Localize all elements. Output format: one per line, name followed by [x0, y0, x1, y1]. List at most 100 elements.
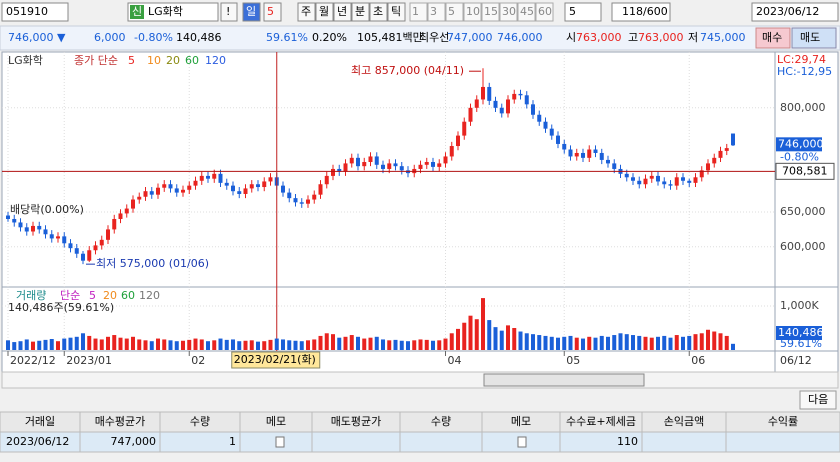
table-header: 손익금액 — [664, 415, 704, 428]
period: 5 — [267, 5, 274, 18]
volume-bar — [506, 325, 510, 350]
candle-body — [168, 184, 173, 189]
period-button[interactable] — [297, 2, 316, 22]
volume-bar — [243, 340, 248, 350]
volume-bar — [543, 335, 548, 350]
volume-bar — [18, 341, 23, 350]
volume-bar — [306, 340, 310, 350]
alert-button[interactable] — [220, 2, 238, 22]
volume-bar — [568, 335, 573, 350]
candle-body — [131, 199, 135, 209]
volume-bar — [274, 338, 279, 350]
table-cell: 747,000 — [111, 435, 157, 448]
volume-bar — [368, 337, 373, 350]
minute: 45 — [520, 5, 534, 18]
next-button[interactable] — [799, 390, 837, 410]
minute-button[interactable] — [463, 2, 482, 22]
y-tick-label: 800,000 — [780, 101, 826, 114]
minute-button[interactable] — [517, 2, 536, 22]
stock-name: LG화학 — [148, 5, 183, 18]
volume-last: 140,486 — [778, 326, 824, 339]
candle-body — [437, 163, 442, 167]
minute-button[interactable] — [409, 2, 428, 22]
candle-body — [112, 218, 117, 230]
volume-bar — [456, 328, 460, 350]
scroll-bar[interactable] — [1, 371, 839, 389]
candle-body — [124, 208, 129, 214]
volume-bar — [599, 335, 604, 350]
candle-body — [6, 215, 10, 219]
candle-body — [624, 173, 629, 178]
minute-select[interactable] — [564, 2, 602, 22]
volume-bar — [256, 341, 260, 350]
period-button[interactable] — [369, 2, 388, 22]
buy-button[interactable] — [755, 27, 791, 49]
date: 2023/06/12 — [756, 5, 819, 18]
candle-body — [512, 93, 517, 100]
period-button[interactable] — [387, 2, 406, 22]
candle-body — [237, 191, 242, 194]
volume-bar — [481, 298, 485, 350]
candle-body — [656, 175, 660, 182]
candle-body — [68, 243, 73, 249]
volume-bar — [643, 336, 648, 350]
volume-bar — [681, 336, 685, 350]
code-box[interactable] — [1, 2, 69, 22]
alert: ! — [226, 5, 230, 18]
volume-bar — [224, 339, 229, 350]
badge — [130, 5, 144, 19]
quote-change-pct: -0.80% — [134, 31, 173, 44]
candle-body — [174, 188, 179, 193]
candle-body — [262, 181, 267, 188]
x-tick-label: 06 — [691, 354, 705, 367]
candle-body — [712, 157, 717, 164]
chart-controls[interactable] — [483, 373, 645, 387]
minute-button[interactable] — [427, 2, 446, 22]
period-button[interactable] — [315, 2, 334, 22]
candle-body — [324, 175, 329, 185]
volume-bar — [331, 334, 335, 350]
sell-button[interactable] — [791, 27, 837, 49]
minute-button[interactable] — [445, 2, 464, 22]
volume-bar — [474, 319, 479, 350]
quote-ask: 747,000 — [447, 31, 493, 44]
period-button[interactable] — [333, 2, 352, 22]
minute-button[interactable] — [499, 2, 518, 22]
minute: 3 — [430, 5, 437, 18]
candle-body — [224, 182, 229, 186]
quote-volume-pct: 59.61% — [266, 31, 308, 44]
memo-icon[interactable] — [275, 436, 285, 448]
candle-body — [149, 191, 154, 195]
candle-body — [193, 180, 198, 186]
minute-button[interactable] — [535, 2, 554, 22]
period: 주 — [301, 5, 311, 18]
volume-bar — [106, 336, 110, 350]
candle-body — [181, 189, 185, 193]
period-button[interactable] — [351, 2, 370, 22]
last-price-box — [776, 137, 822, 152]
volume-bar — [212, 340, 217, 350]
name-box[interactable] — [127, 2, 219, 22]
candle-body — [206, 175, 210, 179]
memo-icon[interactable] — [517, 436, 527, 448]
period-button[interactable] — [242, 2, 261, 22]
period-button[interactable] — [263, 2, 282, 22]
table-cell: 110 — [617, 435, 638, 448]
date-box[interactable] — [751, 2, 839, 22]
lc: LC:29,74 — [777, 53, 826, 66]
minute: 10 — [466, 5, 480, 18]
candle-body — [481, 86, 485, 100]
candle-body — [393, 163, 398, 167]
candle-body — [143, 191, 148, 197]
minute-button[interactable] — [481, 2, 500, 22]
x-tick-label: 02 — [191, 354, 205, 367]
candle-body — [268, 177, 273, 182]
candle-body — [537, 114, 542, 122]
volume-bar — [574, 337, 579, 350]
volume-bar — [74, 336, 79, 350]
quote-low-label: 저 — [688, 31, 698, 44]
legend-ma-period: 120 — [205, 54, 226, 67]
volume-bar — [293, 340, 298, 350]
candle-body — [368, 156, 373, 163]
